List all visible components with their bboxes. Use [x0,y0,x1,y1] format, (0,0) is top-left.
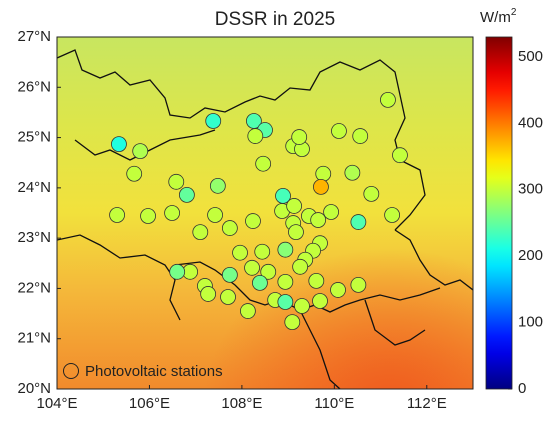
y-tick-label: 26°N [17,78,51,95]
station [207,207,223,223]
x-tick-label: 112°E [407,395,447,412]
y-tick-label: 21°N [17,330,51,347]
station [178,186,195,203]
station [352,128,369,144]
station [330,282,346,298]
chart-title: DSSR in 2025 [215,9,335,30]
station [310,212,327,228]
station [288,224,304,241]
station [384,207,401,223]
station [220,289,236,305]
y-tick-label: 23°N [17,229,51,246]
station [380,91,396,108]
station [350,214,367,230]
station [331,123,347,139]
station [277,294,294,310]
station [254,243,271,260]
station [205,113,222,129]
legend-label: Photovoltaic stations [85,363,223,380]
station [315,165,332,182]
y-tick-label: 27°N [17,28,51,45]
station [132,143,149,160]
station [323,204,339,220]
colorbar-tick-label: 500 [518,48,543,65]
y-tick-label: 20°N [17,380,51,397]
station [294,298,310,314]
station [363,185,380,202]
x-tick-label: 104°E [36,395,77,412]
station [312,293,328,309]
station [255,155,272,172]
station [245,213,261,229]
colorbar [485,36,513,390]
station [244,259,260,276]
colorbar-tick-label: 0 [518,380,526,397]
station [350,277,367,293]
station [275,188,291,204]
map-background [57,37,473,389]
station [284,314,301,331]
station [164,205,180,221]
x-tick-label: 110°E [314,395,354,412]
colorbar-tick-label: 200 [518,247,543,264]
station [308,272,325,289]
station [252,274,268,291]
station [239,303,256,319]
y-tick-label: 25°N [17,129,51,146]
station [169,263,186,280]
y-tick-label: 24°N [17,179,51,196]
station [286,198,303,214]
colorbar-tick-label: 100 [518,314,543,331]
station [168,173,185,190]
station [140,208,156,224]
colorbar-label: W/m2 [480,7,517,26]
station [109,207,125,223]
plot-frame [56,36,474,390]
station [292,258,309,275]
station [126,165,143,182]
station [247,128,264,144]
x-tick-label: 108°E [221,395,262,412]
station [392,147,408,164]
colorbar-tick-label: 400 [518,114,543,131]
station [192,224,209,241]
station [260,263,277,280]
colorbar-unit-sup: 2 [511,7,517,18]
station [344,164,361,181]
station [277,273,294,290]
station [221,266,238,283]
station [209,177,226,194]
station [291,129,308,145]
station [111,136,127,153]
station [200,286,217,302]
station [221,220,238,236]
y-tick-label: 22°N [17,279,51,296]
legend-marker [63,363,79,379]
station [277,241,294,258]
colorbar-tick-label: 300 [518,181,543,198]
station [313,178,329,195]
x-tick-label: 106°E [129,395,170,412]
colorbar-unit: W/m [480,9,511,26]
station [232,244,248,261]
